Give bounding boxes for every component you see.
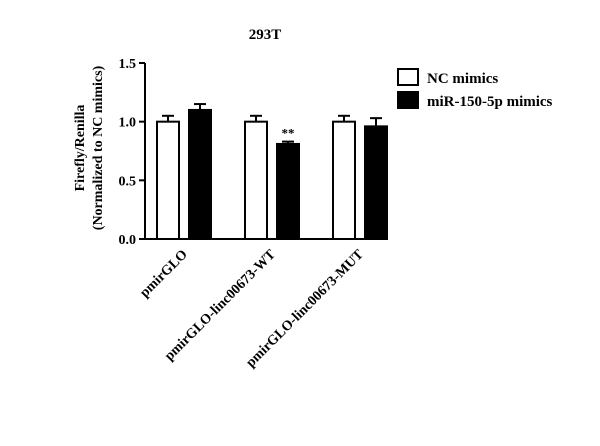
bar	[276, 142, 300, 241]
significance-marker: **	[282, 126, 295, 141]
y-tick-label: 0.0	[119, 233, 137, 248]
bar	[188, 108, 212, 240]
bar	[332, 120, 356, 240]
legend-swatch	[397, 68, 419, 86]
y-axis-label-line-1: Firefly/Renilla	[73, 105, 88, 192]
x-category-label: pmirGLO	[137, 247, 191, 301]
legend-swatch	[397, 91, 419, 109]
y-tick-label: 0.5	[119, 174, 137, 189]
y-axis-label-line-2: (Normalized to NC mimics)	[91, 65, 106, 230]
chart-title: 293T	[249, 27, 282, 43]
y-tick-label: 1.0	[119, 116, 137, 131]
bar	[156, 120, 180, 240]
plot-area: 0.00.51.01.5pmirGLOpmirGLO-linc00673-WTp…	[119, 57, 388, 371]
legend-label: miR-150-5p mimics	[427, 94, 553, 110]
legend-label: NC mimics	[427, 71, 498, 87]
legend: NC mimics miR-150-5p mimics	[397, 68, 553, 110]
y-axis-label: Firefly/Renilla (Normalized to NC mimics…	[73, 65, 106, 230]
y-tick-label: 1.5	[119, 57, 137, 72]
bar	[364, 125, 388, 240]
bar	[244, 120, 268, 240]
